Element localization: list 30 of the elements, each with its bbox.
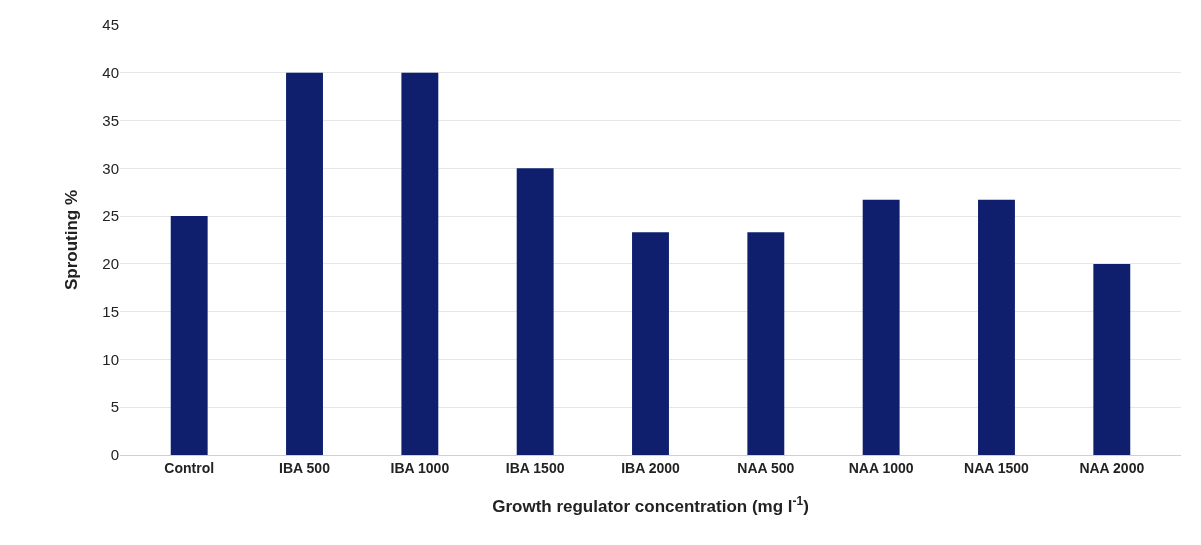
y-tick-label: 20 xyxy=(102,255,119,273)
y-tick-label: 30 xyxy=(102,159,119,177)
y-tick-label: 25 xyxy=(102,207,119,225)
x-axis-title: Growth regulator concentration (mg l$^{-1}$) xyxy=(492,494,809,517)
y-tick-label: 15 xyxy=(102,302,119,320)
x-tick-label: IBA 1500 xyxy=(505,459,565,476)
y-tick-label: 40 xyxy=(102,64,119,82)
y-tick-label: 10 xyxy=(102,350,119,368)
bar xyxy=(632,232,669,455)
x-tick-label: IBA 1000 xyxy=(390,459,450,476)
x-tick-label: IBA 2000 xyxy=(621,459,681,476)
bar xyxy=(747,232,785,455)
bar xyxy=(401,72,439,455)
x-tick-label: Control xyxy=(164,459,215,476)
y-axis-title: Sprouting % xyxy=(61,189,81,291)
bar xyxy=(286,72,323,455)
bar xyxy=(170,216,208,455)
bar xyxy=(1093,263,1131,455)
y-tick-label: 0 xyxy=(110,446,119,464)
x-tick-label: NAA 1500 xyxy=(964,459,1030,476)
x-tick-label: NAA 2000 xyxy=(1079,459,1145,476)
bar xyxy=(516,168,554,455)
y-tick-label: 45 xyxy=(102,16,119,34)
bar xyxy=(862,199,900,455)
x-tick-label: NAA 1000 xyxy=(848,459,914,476)
x-tick-label: IBA 500 xyxy=(279,459,331,476)
x-tick-label: NAA 500 xyxy=(737,459,795,476)
y-tick-label: 35 xyxy=(102,111,119,129)
y-tick-label: 5 xyxy=(110,398,119,416)
bar xyxy=(978,199,1015,455)
